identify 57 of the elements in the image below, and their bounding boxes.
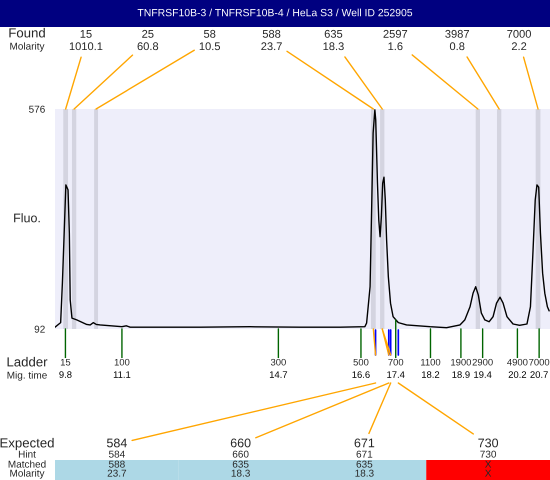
annotation: 4900 bbox=[507, 358, 528, 366]
text: 23.7 bbox=[108, 470, 126, 477]
x-tick-label: 14.7 bbox=[270, 371, 288, 378]
text: Molarity bbox=[10, 42, 44, 52]
x-tick-label: 20.2 bbox=[508, 371, 526, 378]
x-tick-label: 16.6 bbox=[352, 371, 370, 378]
y-tick-label: 92 bbox=[34, 326, 45, 333]
x-tick-label: 18.2 bbox=[422, 371, 440, 378]
annotation: 100 bbox=[114, 358, 130, 366]
annotation: 300 bbox=[270, 358, 286, 366]
text: 588 bbox=[108, 460, 125, 468]
text: Expected bbox=[0, 438, 54, 450]
text: X bbox=[485, 460, 492, 468]
annotation: 7000 bbox=[529, 358, 550, 366]
annotation: 15 bbox=[60, 358, 70, 366]
text: 18.3 bbox=[355, 470, 374, 477]
y-tick-label: 576 bbox=[28, 106, 45, 113]
chart-title: TNFRSF10B-3 / TNFRSF10B-4 / HeLa S3 / Well ID 252905 bbox=[138, 8, 412, 16]
text: X bbox=[485, 470, 492, 477]
text: 671 bbox=[356, 450, 372, 458]
text: 584 bbox=[106, 438, 127, 448]
text: Ladder bbox=[8, 356, 48, 367]
x-tick-label: 17.4 bbox=[387, 371, 405, 378]
annotation: 500 bbox=[353, 358, 368, 366]
text: Found bbox=[9, 28, 45, 38]
text: 730 bbox=[478, 438, 498, 448]
y-axis-title: Fluo. bbox=[14, 213, 40, 222]
annotation: 1900 bbox=[451, 358, 472, 366]
text: Matched bbox=[8, 460, 46, 468]
line-series bbox=[55, 109, 550, 328]
band-label: 7000 2.2 bbox=[507, 30, 531, 50]
x-tick-label: 20.7 bbox=[530, 371, 548, 378]
text: 635 bbox=[232, 460, 249, 468]
band-label: 2597 1.6 bbox=[384, 30, 408, 50]
text: 584 bbox=[108, 450, 125, 458]
x-tick-label: 18.9 bbox=[452, 371, 470, 378]
x-tick-label: 9.8 bbox=[59, 371, 72, 378]
annotation: 700 bbox=[388, 358, 404, 366]
x-tick-label: 11.1 bbox=[114, 371, 130, 378]
text: 730 bbox=[480, 450, 496, 458]
text: Hint bbox=[18, 450, 36, 458]
x-tick-label: 19.4 bbox=[474, 371, 492, 378]
band-label: 15 1010.1 bbox=[70, 30, 102, 50]
band-label: 25 60.8 bbox=[138, 30, 158, 50]
annotation: 1100 bbox=[421, 358, 440, 366]
band-label: 3987 0.8 bbox=[445, 30, 469, 50]
text: 660 bbox=[232, 450, 249, 458]
text: 635 bbox=[356, 460, 372, 468]
text: Molarity bbox=[10, 469, 44, 479]
band-label: 588 23.7 bbox=[261, 30, 282, 50]
annotation: 2900 bbox=[472, 358, 493, 366]
x-axis-title: Mig. time bbox=[8, 371, 47, 381]
band-label: 635 18.3 bbox=[323, 30, 344, 50]
text: 660 bbox=[230, 438, 251, 448]
text: 671 bbox=[354, 438, 374, 448]
text: 18.3 bbox=[232, 470, 250, 477]
band-label: 58 10.5 bbox=[200, 30, 220, 50]
